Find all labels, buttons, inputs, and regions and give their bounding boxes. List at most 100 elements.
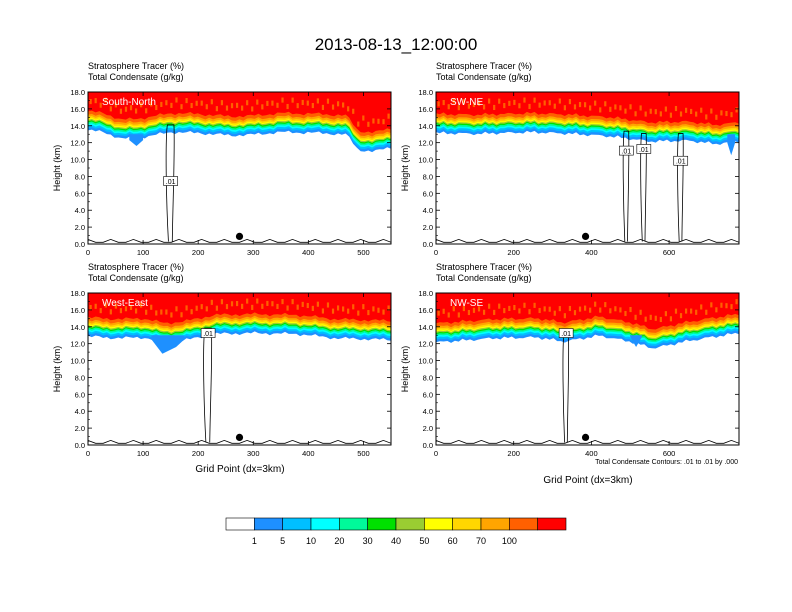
tracer-spike [523, 97, 526, 103]
tracer-spike [352, 108, 355, 114]
contour-label: .01 [639, 147, 649, 154]
tracer-spike [437, 310, 440, 316]
tracer-spike [589, 105, 592, 111]
contour-label-box [200, 328, 216, 338]
y-tick-label: 0.0 [75, 441, 85, 450]
tracer-spike [452, 98, 455, 104]
tracer-spike [261, 303, 264, 309]
y-tick-label: 8.0 [75, 172, 85, 181]
tracer-spike [513, 304, 516, 311]
tracer-spike [352, 304, 355, 310]
tracer-spike [589, 307, 592, 313]
tracer-spike [160, 309, 163, 315]
y-tick-label: 6.0 [423, 189, 433, 198]
tracer-spike [498, 303, 501, 309]
y-axis-label: Height (km) [400, 145, 410, 192]
condensate-contours [436, 333, 739, 444]
tracer-spike [472, 307, 476, 313]
tracer-spike [619, 105, 622, 111]
panel-header-condensate: Total Condensate (g/kg) [436, 273, 532, 283]
tracer-spike [382, 309, 385, 315]
contour-label: .01 [561, 331, 571, 338]
ground-contour [88, 439, 391, 444]
panel-header-tracer: Stratosphere Tracer (%) [436, 61, 532, 71]
tracer-spike [604, 101, 607, 107]
tracer-spike [649, 314, 652, 320]
tracer-spike [210, 299, 213, 305]
y-tick-label: 6.0 [75, 189, 85, 198]
tracer-band [88, 92, 391, 134]
contour-label: .01 [676, 159, 686, 166]
tracer-spike [170, 102, 173, 108]
tracer-spike [195, 100, 198, 106]
tracer-spike [594, 100, 597, 106]
y-tick-label: 2.0 [75, 223, 85, 232]
tracer-spike [679, 111, 683, 117]
colorbar-swatch [310, 517, 340, 531]
tracer-spike [624, 310, 627, 317]
tracer-spike [639, 309, 642, 315]
tracer-spike [342, 102, 345, 108]
tracer-spike [246, 100, 249, 106]
ground-contour [436, 439, 739, 444]
location-marker [581, 433, 590, 441]
tracer-spike [271, 100, 274, 106]
tracer-spike [109, 106, 112, 112]
tracer-spike [538, 307, 541, 314]
tracer-spike [215, 305, 218, 311]
colorbar-swatch [339, 517, 368, 531]
tracer-spike [99, 308, 102, 314]
colorbar-label: 40 [391, 536, 401, 546]
tracer-spike [387, 305, 390, 311]
tracer-spike [281, 97, 284, 103]
tracer-spike [134, 108, 138, 114]
tracer-spike [301, 301, 304, 307]
panel-name: SW-NE [450, 97, 483, 108]
x-axis-label-left: Grid Point (dx=3km) [195, 464, 284, 475]
tracer-spike [447, 104, 450, 110]
tracer-spike [599, 307, 602, 313]
tracer-spike [200, 100, 203, 106]
tracer-spike [690, 108, 693, 115]
ground-contour [88, 238, 391, 243]
tracer-spike [568, 99, 572, 105]
x-tick-label: 100 [137, 449, 150, 458]
tracer-spike [482, 104, 486, 110]
panel-name: West-East [102, 298, 148, 309]
contour-label-box [636, 144, 652, 154]
tracer-spike [104, 302, 107, 308]
tracer-spike [170, 312, 173, 318]
tracer-spike [215, 106, 218, 112]
tracer-spike [124, 106, 128, 112]
panel-header-condensate: Total Condensate (g/kg) [436, 72, 532, 82]
tracer-spike [134, 308, 138, 314]
tracer-spike [513, 99, 516, 105]
tracer-spike [498, 98, 501, 104]
tracer-spike [654, 109, 657, 115]
tracer-spike [140, 102, 143, 108]
colorbar-label: 5 [280, 536, 285, 546]
x-tick-label: 0 [86, 248, 90, 257]
tracer-spike [457, 312, 460, 318]
tracer-spike [331, 308, 335, 314]
y-tick-label: 4.0 [423, 407, 433, 416]
tracer-spike [614, 306, 617, 312]
tracer-spike [720, 302, 723, 308]
tracer-spike [140, 302, 143, 308]
y-tick-label: 4.0 [75, 206, 85, 215]
contour-label: .01 [203, 331, 213, 338]
tracer-spike [367, 310, 370, 316]
tracer-spike [715, 114, 718, 120]
y-tick-label: 4.0 [75, 407, 85, 416]
tracer-spike [266, 300, 269, 306]
tracer-spike [619, 307, 622, 313]
tracer-spike [235, 300, 239, 307]
tracer-spike [563, 313, 566, 319]
tracer-spike [639, 105, 642, 111]
x-tick-label: 200 [192, 248, 205, 257]
tracer-spike [493, 104, 496, 111]
tracer-spike [225, 304, 229, 310]
tracer-spike [180, 312, 183, 318]
tracer-spike [700, 107, 703, 113]
tracer-spike [664, 106, 667, 112]
